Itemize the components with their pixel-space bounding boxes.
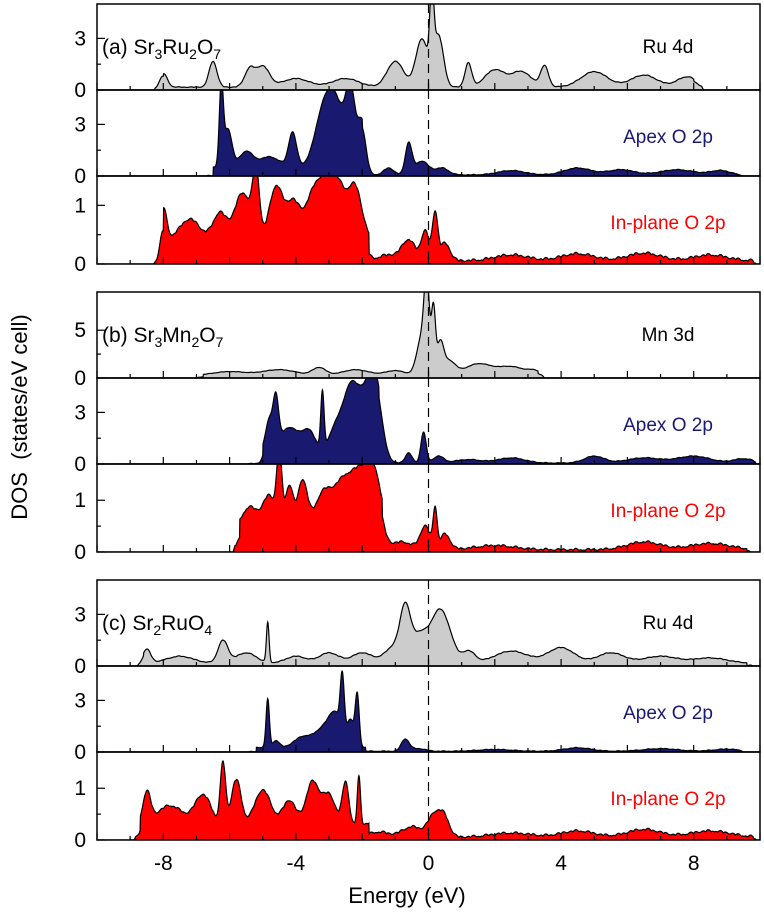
panel-label: In-plane O 2p xyxy=(610,501,725,522)
y-tick-label: 1 xyxy=(74,489,86,512)
y-tick-label: 0 xyxy=(74,829,86,852)
y-tick-label: 0 xyxy=(74,79,86,102)
y-tick-label: 3 xyxy=(74,113,86,136)
y-tick-label: 0 xyxy=(74,453,86,476)
formula-part: O xyxy=(199,324,215,347)
panel-b-1: 0 5 Mn 3d (b) Sr3Mn2O7 xyxy=(74,291,761,390)
dos-area-c-1 xyxy=(97,602,760,666)
group-title: (b) Sr3Mn2O7 xyxy=(102,324,224,350)
formula-part: 2 xyxy=(153,622,161,638)
y-axis-label: DOS (states/eV cell) xyxy=(7,314,32,519)
group-tag: (c) xyxy=(102,612,132,635)
group-tag: (a) xyxy=(102,36,134,59)
dos-line-c-3 xyxy=(97,760,760,840)
x-axis: -8 -4 0 4 8 xyxy=(154,852,700,875)
panel-label: Mn 3d xyxy=(642,325,695,346)
panel-b-3: 0 1 In-plane O 2p xyxy=(74,463,761,564)
panel-a-1: 03 Ru 4d(a) Sr3Ru2O7 xyxy=(74,3,761,102)
dos-area-b-1 xyxy=(97,292,760,378)
panel-label: Ru 4d xyxy=(643,613,694,634)
y-tick-label: 0 xyxy=(74,367,86,390)
panel-c-1: 0 3 Ru 4d (c) Sr2RuO4 xyxy=(74,579,761,678)
x-tick-label: -4 xyxy=(287,852,306,875)
panel-label: In-plane O 2p xyxy=(610,789,725,810)
formula-part: Mn xyxy=(162,324,191,347)
formula-part: Sr xyxy=(134,324,155,347)
formula-part: 7 xyxy=(216,334,224,350)
x-tick-label: 8 xyxy=(688,852,700,875)
panel-label: Apex O 2p xyxy=(623,703,713,724)
panel-b-2: 0 3 Apex O 2p xyxy=(74,377,761,476)
y-tick-label: 3 xyxy=(74,401,86,424)
panel-label: Ru 4d xyxy=(643,37,694,58)
y-tick-label: 0 xyxy=(74,741,86,764)
formula-part: Sr xyxy=(134,36,155,59)
x-tick-label: 0 xyxy=(423,852,435,875)
x-tick-label: 4 xyxy=(555,852,567,875)
y-tick-label: 0 xyxy=(74,165,86,188)
group-tag: (b) xyxy=(102,324,134,347)
formula-part: O xyxy=(197,36,213,59)
dos-area-c-3 xyxy=(97,760,760,840)
formula-part: 2 xyxy=(191,334,199,350)
y-tick-label: 0 xyxy=(74,541,86,564)
formula-part: 3 xyxy=(155,46,163,62)
x-tick-label: -8 xyxy=(154,852,173,875)
formula-part: 7 xyxy=(213,46,221,62)
y-tick-label: 5 xyxy=(74,319,86,342)
dos-line-b-1 xyxy=(97,292,760,378)
y-tick-label: 1 xyxy=(74,194,86,217)
panel-c-2: 0 3 Apex O 2p xyxy=(74,665,761,764)
formula-part: Sr xyxy=(132,612,153,635)
panel-label: Apex O 2p xyxy=(623,127,713,148)
panel-a-2: 0 3 Apex O 2p xyxy=(74,89,761,188)
y-tick-label: 1 xyxy=(74,777,86,800)
formula-part: 3 xyxy=(155,334,163,350)
x-axis-label: Energy (eV) xyxy=(348,883,465,908)
panel-label: Apex O 2p xyxy=(623,415,713,436)
panel-a-3: 0 1 In-plane O 2p xyxy=(74,175,761,276)
y-tick-label: 0 xyxy=(74,655,86,678)
formula-part: 2 xyxy=(189,46,197,62)
group-title: (a) Sr3Ru2O7 xyxy=(102,36,221,62)
dos-area-a-1 xyxy=(97,4,760,90)
formula-part: RuO xyxy=(161,612,204,635)
group-title: (c) Sr2RuO4 xyxy=(102,612,212,638)
formula-part: Ru xyxy=(162,36,189,59)
y-tick-label: 3 xyxy=(74,27,86,50)
dos-area-a-3 xyxy=(97,176,760,264)
y-tick-label: 3 xyxy=(74,689,86,712)
y-tick-label: 0 xyxy=(74,253,86,276)
y-tick-label: 3 xyxy=(74,603,86,626)
formula-part: 4 xyxy=(204,622,212,638)
panel-label: In-plane O 2p xyxy=(610,213,725,234)
dos-area-b-3 xyxy=(97,464,760,552)
panel-c-3: 0 1 In-plane O 2p xyxy=(74,751,761,852)
